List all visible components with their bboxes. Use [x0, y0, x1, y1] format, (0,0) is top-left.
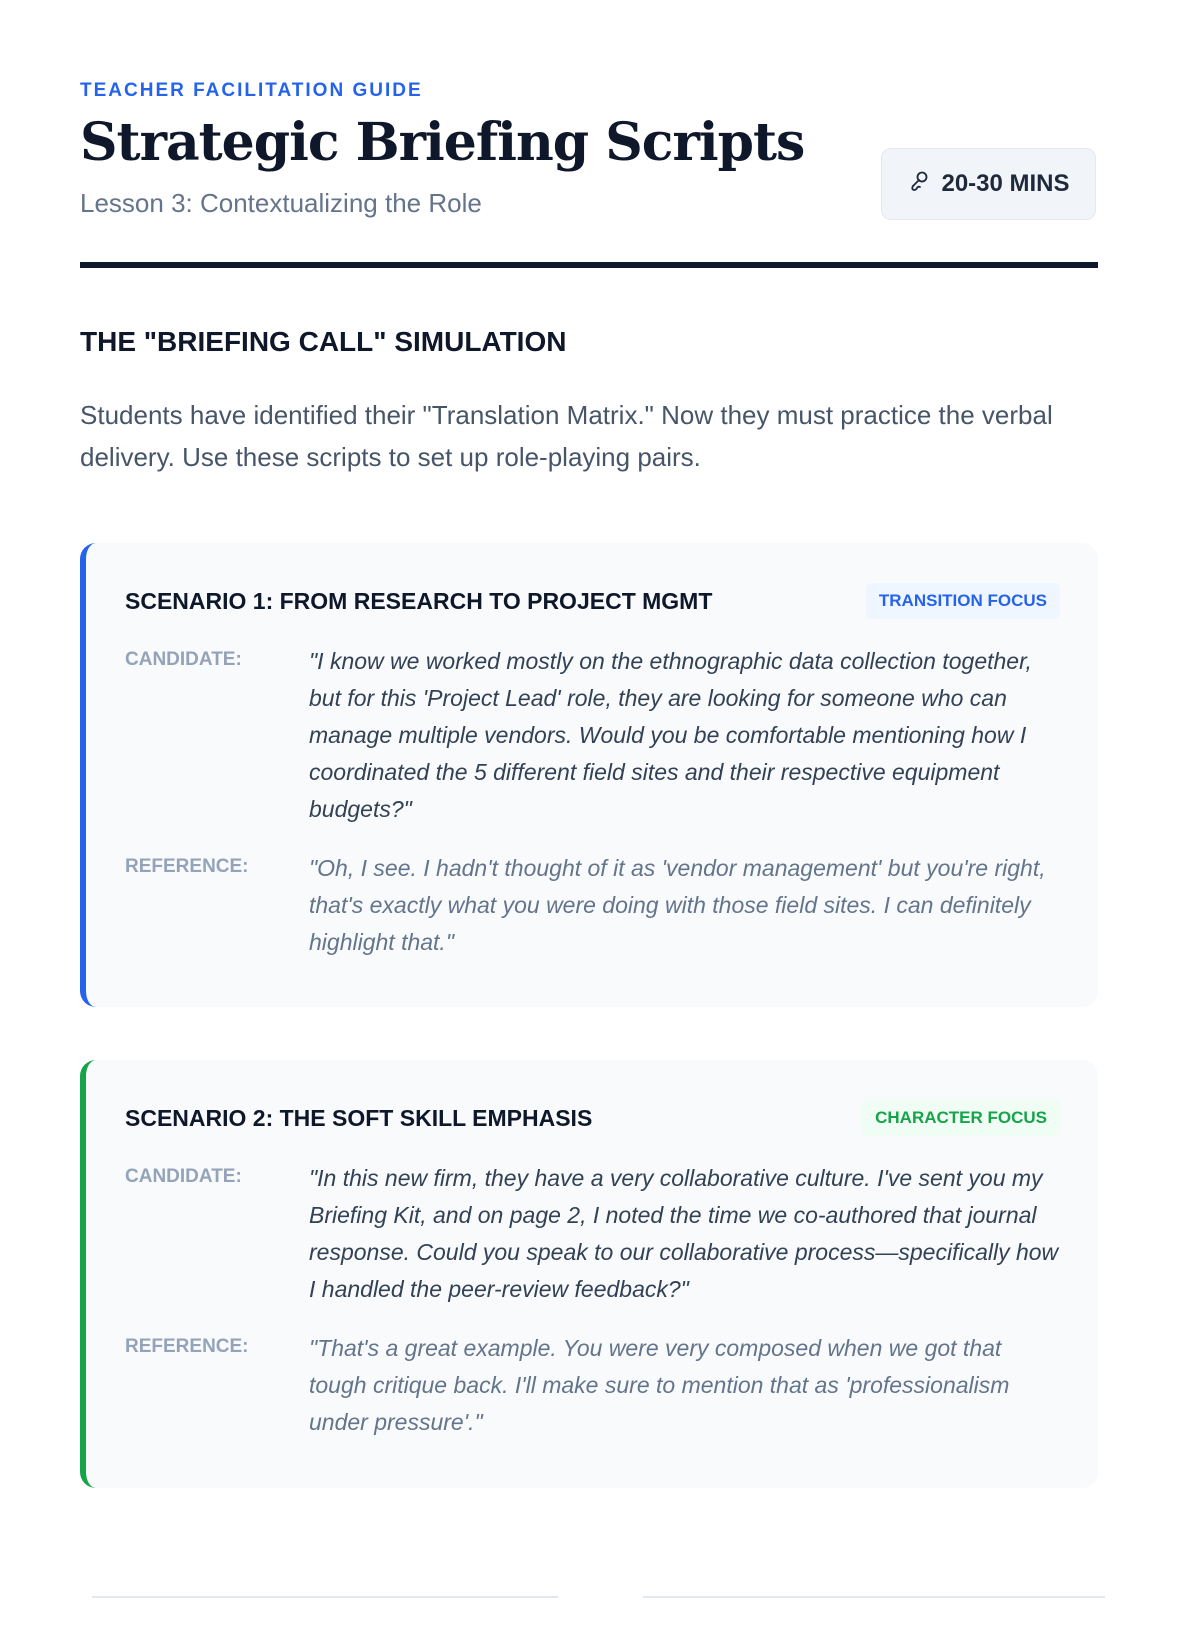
reference-label: REFERENCE:	[125, 856, 249, 877]
page-subtitle: Lesson 3: Contextualizing the Role	[80, 188, 482, 218]
candidate-quote: "I know we worked mostly on the ethnogra…	[309, 648, 1032, 822]
candidate-line: CANDIDATE: "In this new firm, they have …	[125, 1160, 1060, 1308]
duration-badge: 20-30 MINS	[881, 148, 1096, 220]
reference-quote: "Oh, I see. I hadn't thought of it as 'v…	[309, 855, 1046, 955]
duration-text: 20-30 MINS	[941, 170, 1070, 197]
section-intro: Students have identified their "Translat…	[80, 400, 1053, 472]
next-panel-left	[92, 1596, 558, 1628]
focus-tag: TRANSITION FOCUS	[865, 583, 1060, 619]
scenario-title: SCENARIO 1: FROM RESEARCH TO PROJECT MGM…	[125, 587, 713, 614]
next-panel-right	[643, 1596, 1105, 1628]
microphone-icon	[907, 169, 931, 200]
candidate-label: CANDIDATE:	[125, 649, 242, 670]
reference-quote: "That's a great example. You were very c…	[309, 1335, 1010, 1435]
scenario-card: SCENARIO 2: THE SOFT SKILL EMPHASIS CHAR…	[80, 1060, 1098, 1488]
header-divider	[80, 262, 1098, 268]
candidate-quote: "In this new firm, they have a very coll…	[309, 1165, 1059, 1302]
reference-label: REFERENCE:	[125, 1336, 249, 1357]
scenario-card: SCENARIO 1: FROM RESEARCH TO PROJECT MGM…	[80, 543, 1098, 1007]
section-title: THE "BRIEFING CALL" SIMULATION	[80, 326, 567, 357]
scenario-title: SCENARIO 2: THE SOFT SKILL EMPHASIS	[125, 1104, 593, 1131]
reference-line: REFERENCE: "That's a great example. You …	[125, 1330, 1060, 1441]
candidate-label: CANDIDATE:	[125, 1166, 242, 1187]
page-title: Strategic Briefing Scripts	[80, 112, 805, 173]
focus-tag: CHARACTER FOCUS	[862, 1100, 1060, 1136]
eyebrow-label: TEACHER FACILITATION GUIDE	[80, 80, 423, 101]
reference-line: REFERENCE: "Oh, I see. I hadn't thought …	[125, 850, 1060, 961]
candidate-line: CANDIDATE: "I know we worked mostly on t…	[125, 643, 1060, 828]
